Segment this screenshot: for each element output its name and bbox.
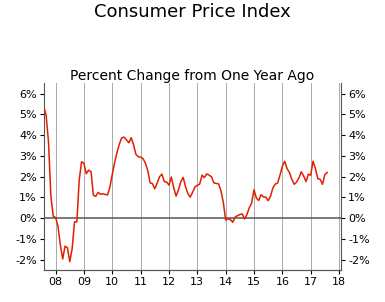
Title: Percent Change from One Year Ago: Percent Change from One Year Ago <box>70 69 315 83</box>
Text: Consumer Price Index: Consumer Price Index <box>94 3 291 21</box>
